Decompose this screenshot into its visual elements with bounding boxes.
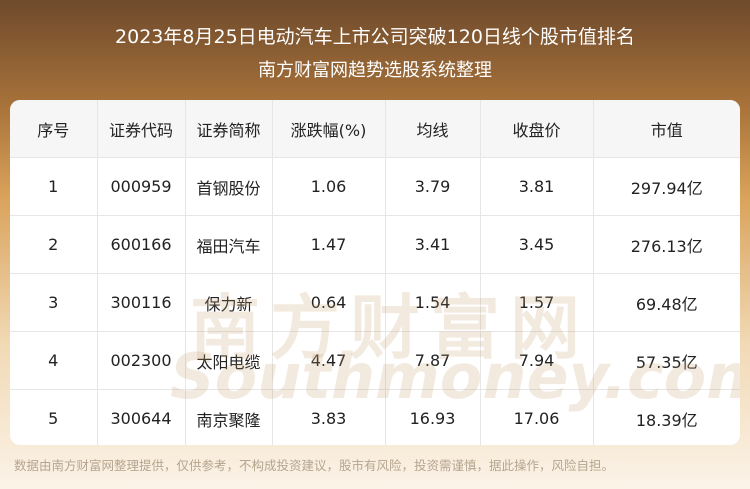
table-cell: 3.83 — [272, 389, 386, 445]
table-cell: 17.06 — [480, 389, 594, 445]
title: 2023年8月25日电动汽车上市公司突破120日线个股市值排名 — [115, 26, 635, 48]
table-row: 3 300116 保力新 0.64 1.54 1.57 69.48亿 — [10, 273, 740, 332]
table-cell: 16.93 — [385, 389, 481, 445]
table-cell: 002300 — [97, 331, 186, 390]
table-cell: 保力新 — [185, 273, 273, 332]
table-cell: 1.57 — [480, 273, 594, 332]
table-cell: 57.35亿 — [593, 331, 740, 390]
table-cell: 南京聚隆 — [185, 389, 273, 445]
column-header: 收盘价 — [480, 100, 594, 158]
table-cell: 7.87 — [385, 331, 481, 390]
header-row: 序号 证券代码 证券简称 涨跌幅(%) 均线 收盘价 市值 — [10, 100, 740, 158]
table-cell: 0.64 — [272, 273, 386, 332]
table-cell: 000959 — [97, 157, 186, 216]
table-cell: 3 — [10, 273, 98, 332]
table-cell: 2 — [10, 215, 98, 274]
table-cell: 1.47 — [272, 215, 386, 274]
table-cell: 3.79 — [385, 157, 481, 216]
table-row: 4 002300 太阳电缆 4.47 7.87 7.94 57.35亿 — [10, 331, 740, 390]
column-header: 证券简称 — [185, 100, 273, 158]
subtitle: 南方财富网趋势选股系统整理 — [258, 60, 492, 81]
table-cell: 297.94亿 — [593, 157, 740, 216]
table-cell: 3.81 — [480, 157, 594, 216]
table-cell: 太阳电缆 — [185, 331, 273, 390]
table-cell: 1 — [10, 157, 98, 216]
table-cell: 300644 — [97, 389, 186, 445]
table-cell: 600166 — [97, 215, 186, 274]
table-row: 5 300644 南京聚隆 3.83 16.93 17.06 18.39亿 — [10, 389, 740, 445]
table-cell: 1.54 — [385, 273, 481, 332]
table-cell: 1.06 — [272, 157, 386, 216]
column-header: 涨跌幅(%) — [272, 100, 386, 158]
column-header: 证券代码 — [97, 100, 186, 158]
table-cell: 福田汽车 — [185, 215, 273, 274]
table-cell: 首钢股份 — [185, 157, 273, 216]
table-cell: 4.47 — [272, 331, 386, 390]
table-cell: 69.48亿 — [593, 273, 740, 332]
table-cell: 7.94 — [480, 331, 594, 390]
table: 序号 证券代码 证券简称 涨跌幅(%) 均线 收盘价 市值 1 000959 首钢股份 1.06 3… — [10, 100, 740, 445]
table-body: 1 000959 首钢股份 1.06 3.79 3.81 297.94亿 2 600166 福田汽… — [10, 157, 740, 445]
table-card: 序号 证券代码 证券简称 涨跌幅(%) 均线 收盘价 市值 1 000959 首钢股份 1.06 3… — [10, 100, 740, 445]
table-cell: 5 — [10, 389, 98, 445]
footer: 数据由南方财富网整理提供，仅供参考，不构成投资建议，股市有风险，投资需谨慎，据此… — [14, 458, 615, 473]
table-row: 2 600166 福田汽车 1.47 3.41 3.45 276.13亿 — [10, 215, 740, 274]
table-cell: 3.45 — [480, 215, 594, 274]
table-cell: 3.41 — [385, 215, 481, 274]
table-cell: 4 — [10, 331, 98, 390]
table-row: 1 000959 首钢股份 1.06 3.79 3.81 297.94亿 — [10, 157, 740, 216]
table-cell: 276.13亿 — [593, 215, 740, 274]
column-header: 序号 — [10, 100, 98, 158]
column-header: 均线 — [385, 100, 481, 158]
column-header: 市值 — [593, 100, 740, 158]
table-cell: 300116 — [97, 273, 186, 332]
table-cell: 18.39亿 — [593, 389, 740, 445]
